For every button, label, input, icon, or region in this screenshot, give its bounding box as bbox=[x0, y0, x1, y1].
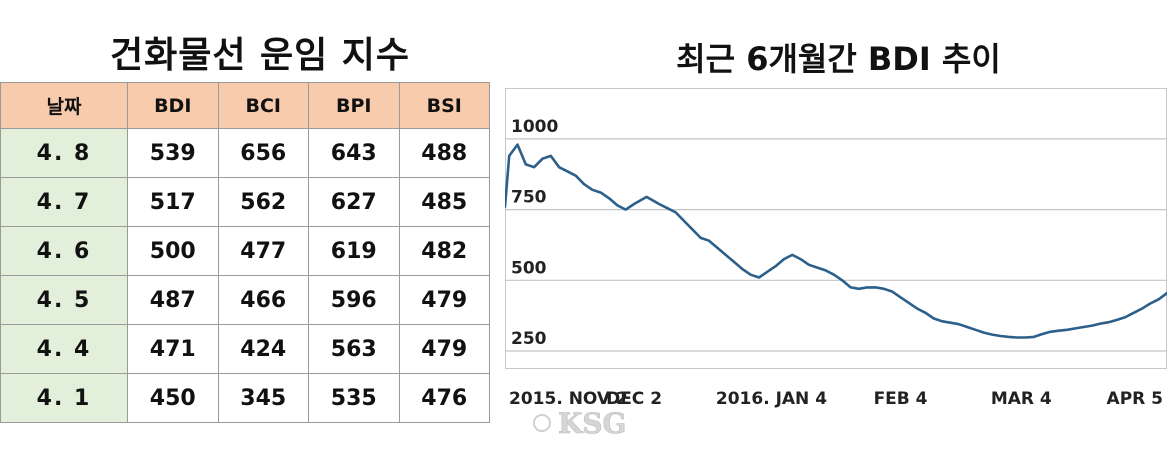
bdi-line-chart: 250 500 750 1000 2015. NOV 2 DEC 2 2016. JAN 4… bbox=[505, 88, 1167, 415]
freight-index-table: 날짜 BDI BCI BPI BSI 4. 8 539 656 643 488 … bbox=[0, 82, 490, 423]
x-tick-label: MAR 4 bbox=[991, 389, 1052, 409]
bdi-series-line bbox=[505, 143, 1167, 339]
plot-frame bbox=[505, 88, 1167, 369]
cell-bdi: 500 bbox=[127, 226, 219, 276]
y-tick-label: 1000 bbox=[511, 117, 558, 137]
table-row: 4. 6 500 477 619 482 bbox=[0, 226, 490, 276]
header-bsi: BSI bbox=[398, 82, 490, 129]
cell-bci: 562 bbox=[217, 177, 309, 227]
table-row: 4. 8 539 656 643 488 bbox=[0, 128, 490, 178]
table-header-row: 날짜 BDI BCI BPI BSI bbox=[0, 82, 490, 129]
cell-bdi: 450 bbox=[127, 373, 219, 423]
row-date: 4. 5 bbox=[0, 275, 128, 325]
table-row: 4. 7 517 562 627 485 bbox=[0, 177, 490, 227]
header-bpi: BPI bbox=[308, 82, 400, 129]
chart-title: 최근 6개월간 BDI 추이 bbox=[676, 40, 1001, 78]
cell-bdi: 539 bbox=[127, 128, 219, 178]
cell-bci: 424 bbox=[217, 324, 309, 374]
x-tick-label: DEC 2 bbox=[606, 389, 662, 409]
cell-bpi: 596 bbox=[308, 275, 400, 325]
table-row: 4. 5 487 466 596 479 bbox=[0, 275, 490, 325]
x-tick-label: FEB 4 bbox=[874, 389, 928, 409]
cell-bpi: 627 bbox=[308, 177, 400, 227]
cell-bsi: 476 bbox=[398, 373, 490, 423]
y-tick-label: 750 bbox=[511, 188, 547, 208]
watermark-emblem-icon bbox=[533, 414, 551, 432]
row-date: 4. 7 bbox=[0, 177, 128, 227]
watermark-text: KSG bbox=[558, 407, 626, 440]
row-date: 4. 6 bbox=[0, 226, 128, 276]
cell-bpi: 619 bbox=[308, 226, 400, 276]
y-tick-label: 250 bbox=[511, 329, 547, 349]
cell-bdi: 517 bbox=[127, 177, 219, 227]
cell-bdi: 487 bbox=[127, 275, 219, 325]
row-date: 4. 8 bbox=[0, 128, 128, 178]
ksg-watermark: KSG bbox=[533, 407, 627, 440]
cell-bsi: 485 bbox=[398, 177, 490, 227]
x-tick-label: APR 5 bbox=[1107, 389, 1163, 409]
cell-bpi: 535 bbox=[308, 373, 400, 423]
table-row: 4. 1 450 345 535 476 bbox=[0, 373, 490, 423]
cell-bci: 477 bbox=[217, 226, 309, 276]
cell-bdi: 471 bbox=[127, 324, 219, 374]
header-bci: BCI bbox=[217, 82, 309, 129]
cell-bsi: 482 bbox=[398, 226, 490, 276]
row-date: 4. 1 bbox=[0, 373, 128, 423]
header-date: 날짜 bbox=[0, 82, 128, 129]
cell-bci: 345 bbox=[217, 373, 309, 423]
cell-bci: 466 bbox=[217, 275, 309, 325]
row-date: 4. 4 bbox=[0, 324, 128, 374]
table-title: 건화물선 운임 지수 bbox=[109, 35, 411, 76]
cell-bsi: 479 bbox=[398, 275, 490, 325]
cell-bsi: 479 bbox=[398, 324, 490, 374]
cell-bsi: 488 bbox=[398, 128, 490, 178]
cell-bci: 656 bbox=[217, 128, 309, 178]
table-row: 4. 4 471 424 563 479 bbox=[0, 324, 490, 374]
header-bdi: BDI bbox=[127, 82, 219, 129]
x-tick-label: 2016. JAN 4 bbox=[716, 389, 827, 409]
y-tick-label: 500 bbox=[511, 258, 547, 278]
cell-bpi: 643 bbox=[308, 128, 400, 178]
cell-bpi: 563 bbox=[308, 324, 400, 374]
x-tick-label: 2015. NOV 2 bbox=[509, 389, 628, 409]
